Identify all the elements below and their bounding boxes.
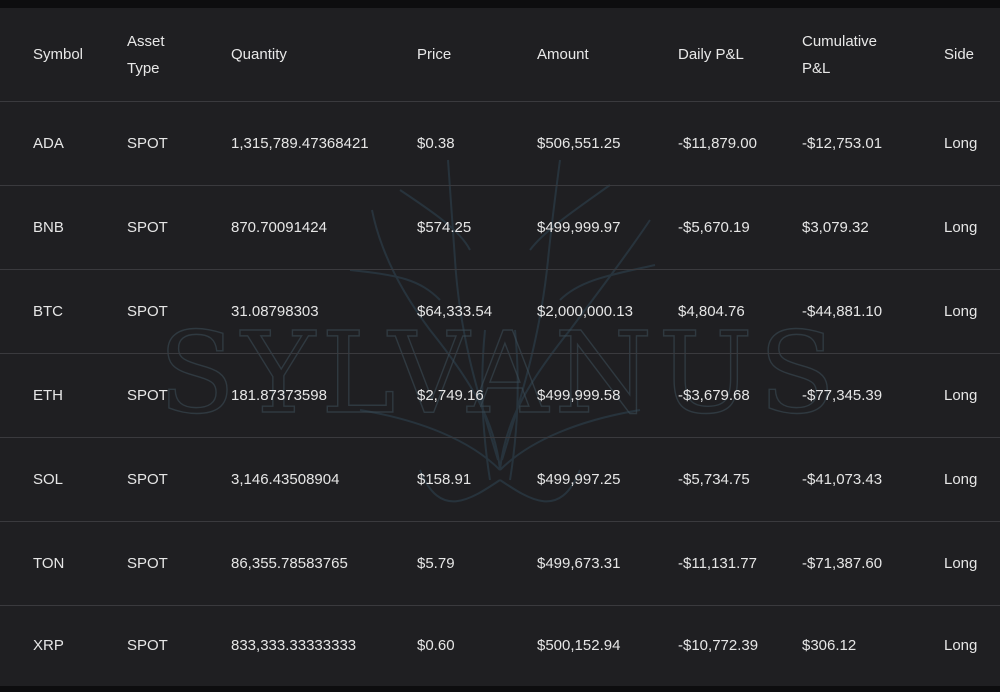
cell-quantity: 1,315,789.47368421 — [231, 101, 417, 186]
column-header-side[interactable]: Side — [944, 8, 1000, 102]
cell-amount: $499,673.31 — [537, 521, 678, 606]
column-header-amount[interactable]: Amount — [537, 8, 678, 102]
cell-symbol: ADA — [33, 101, 127, 186]
cell-price: $64,333.54 — [417, 269, 537, 354]
cell-daily-pnl: -$11,131.77 — [678, 521, 802, 606]
bottom-edge — [0, 686, 1000, 692]
column-header-label: Daily P&L — [678, 46, 744, 63]
cell-symbol: ETH — [33, 353, 127, 438]
cell-price: $574.25 — [417, 185, 537, 270]
table-gutter — [0, 101, 33, 186]
column-header-label: Amount — [537, 46, 589, 63]
cell-asset-type: SPOT — [127, 101, 231, 186]
cell-cumulative-pnl: -$12,753.01 — [802, 101, 944, 186]
table-row[interactable]: BNB SPOT 870.70091424 $574.25 $499,999.97 -$5… — [0, 185, 1000, 270]
cell-cumulative-pnl: -$41,073.43 — [802, 437, 944, 522]
column-header-symbol[interactable]: Symbol — [33, 8, 127, 102]
cell-side: Long — [944, 101, 1000, 186]
cell-price: $5.79 — [417, 521, 537, 606]
cell-amount: $499,997.25 — [537, 437, 678, 522]
column-header-label: Side — [944, 46, 975, 63]
cell-side: Long — [944, 437, 1000, 522]
cell-quantity: 833,333.33333333 — [231, 636, 357, 654]
cell-side: Long — [944, 269, 1000, 354]
cell-daily-pnl: -$11,879.00 — [678, 101, 802, 186]
cell-symbol: XRP — [33, 636, 64, 654]
table-row[interactable]: ADA SPOT 1,315,789.47368421 $0.38 $506,551.2… — [0, 101, 1000, 186]
cell-asset-type: SPOT — [127, 521, 231, 606]
table-row[interactable]: ETH SPOT 181.87373598 $2,749.16 $499,999.58-… — [0, 353, 1000, 438]
cell-daily-pnl: -$10,772.39 — [678, 636, 759, 654]
cell-amount: $499,999.97 — [537, 185, 678, 270]
cell-asset-type: SPOT — [127, 185, 231, 270]
cell-asset-type: SPOT — [127, 269, 231, 354]
cell-cumulative-pnl: -$44,881.10 — [802, 269, 944, 354]
table-header-row: Symbol Asset Type Quantity Price Amount Daily … — [0, 8, 1000, 102]
table-gutter — [0, 606, 33, 685]
cell-quantity: 31.08798303 — [231, 269, 417, 354]
cell-asset-type: SPOT — [127, 353, 231, 438]
table-gutter — [0, 437, 33, 522]
column-header-label: Symbol — [33, 46, 84, 63]
cell-cumulative-pnl: $306.12 — [802, 636, 857, 654]
table-gutter — [0, 353, 33, 438]
cell-daily-pnl: -$5,670.19 — [678, 185, 802, 270]
column-header-label: Cumulative — [802, 32, 878, 50]
cell-symbol: BNB — [33, 185, 127, 270]
column-header-daily-pnl[interactable]: Daily P&L — [678, 8, 802, 102]
cell-price: $2,749.16 — [417, 353, 537, 438]
cell-side: Long — [944, 185, 1000, 270]
table-row[interactable]: TON SPOT 86,355.78583765 $5.79 $499,673.31 -$… — [0, 521, 1000, 606]
cell-price: $0.38 — [417, 101, 537, 186]
cell-amount: $506,551.25 — [537, 101, 678, 186]
table-row[interactable]: SOL SPOT 3,146.43508904 $158.91 $499,997.25-… — [0, 437, 1000, 522]
table-gutter — [0, 269, 33, 354]
column-header-label: Price — [417, 46, 452, 63]
cell-asset-type: SPOT — [127, 636, 168, 654]
cell-symbol: TON — [33, 521, 127, 606]
cell-quantity: 181.87373598 — [231, 353, 417, 438]
column-header-quantity[interactable]: Quantity — [231, 8, 417, 102]
cell-side: Long — [944, 521, 1000, 606]
top-edge — [0, 0, 1000, 8]
column-header-asset-type[interactable]: Asset Type — [127, 8, 231, 102]
table-body: ADA SPOT 1,315,789.47368421 $0.38 $506,551.2… — [0, 101, 1000, 685]
table-row[interactable]: XRP SPOT 833,333.33333333 $0.60 $500,152.94 -… — [0, 606, 1000, 685]
positions-table: Symbol Asset Type Quantity Price Amount Daily … — [0, 8, 1000, 684]
column-header-price[interactable]: Price — [417, 8, 537, 102]
cell-cumulative-pnl: $3,079.32 — [802, 185, 944, 270]
cell-quantity: 3,146.43508904 — [231, 437, 417, 522]
cell-daily-pnl: $4,804.76 — [678, 269, 802, 354]
cell-amount: $499,999.58 — [537, 353, 678, 438]
cell-symbol: SOL — [33, 437, 127, 522]
cell-daily-pnl: -$5,734.75 — [678, 437, 802, 522]
cell-amount: $2,000,000.13 — [537, 269, 678, 354]
cell-quantity: 86,355.78583765 — [231, 521, 417, 606]
cell-asset-type: SPOT — [127, 437, 231, 522]
table-gutter — [0, 185, 33, 270]
cell-cumulative-pnl: -$77,345.39 — [802, 353, 944, 438]
cell-daily-pnl: -$3,679.68 — [678, 353, 802, 438]
cell-cumulative-pnl: -$71,387.60 — [802, 521, 944, 606]
cell-quantity: 870.70091424 — [231, 185, 417, 270]
cell-price: $158.91 — [417, 437, 537, 522]
table-gutter — [0, 8, 33, 102]
table-gutter — [0, 521, 33, 606]
column-header-label: Type — [127, 59, 160, 77]
cell-side: Long — [944, 353, 1000, 438]
column-header-cumulative-pnl[interactable]: Cumulative P&L — [802, 8, 944, 102]
column-header-label: Asset — [127, 32, 165, 50]
table-row[interactable]: BTC SPOT 31.08798303 $64,333.54 $2,000,000.1… — [0, 269, 1000, 354]
cell-amount: $500,152.94 — [537, 636, 621, 654]
cell-side: Long — [944, 636, 978, 654]
column-header-label: P&L — [802, 59, 831, 77]
cell-price: $0.60 — [417, 636, 455, 654]
cell-symbol: BTC — [33, 269, 127, 354]
column-header-label: Quantity — [231, 46, 287, 63]
